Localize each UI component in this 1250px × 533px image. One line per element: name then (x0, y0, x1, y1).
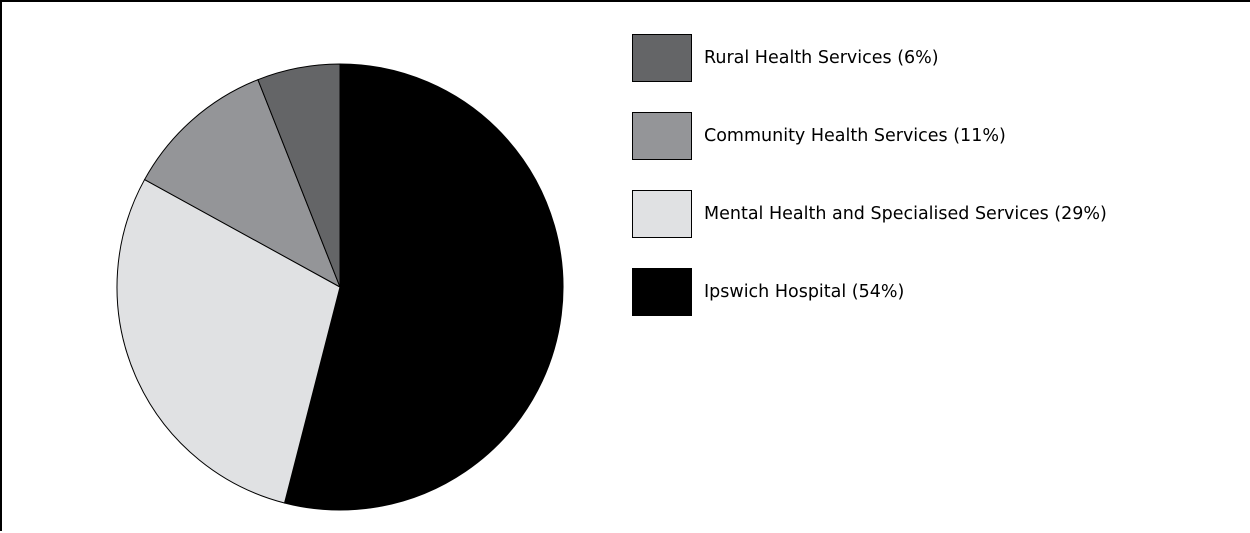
legend-item-mental-health: Mental Health and Specialised Services (… (632, 190, 1107, 238)
legend-item-rural: Rural Health Services (6%) (632, 34, 939, 82)
legend-item-community: Community Health Services (11%) (632, 112, 1006, 160)
legend-item-ipswich: Ipswich Hospital (54%) (632, 268, 904, 316)
legend-label-mental-health: Mental Health and Specialised Services (… (704, 204, 1107, 224)
legend-label-ipswich: Ipswich Hospital (54%) (704, 282, 905, 302)
legend-swatch-rural (632, 34, 692, 82)
legend-swatch-ipswich (632, 268, 692, 316)
pie-slice-mental-health (116, 178, 341, 504)
legend-label-rural: Rural Health Services (6%) (704, 48, 939, 68)
pie-slice-community (143, 79, 341, 289)
pie-slice-ipswich (283, 63, 564, 511)
pie-slice-rural (257, 63, 341, 288)
legend-swatch-community (632, 112, 692, 160)
legend-label-community: Community Health Services (11%) (704, 126, 1006, 146)
legend-swatch-mental-health (632, 190, 692, 238)
